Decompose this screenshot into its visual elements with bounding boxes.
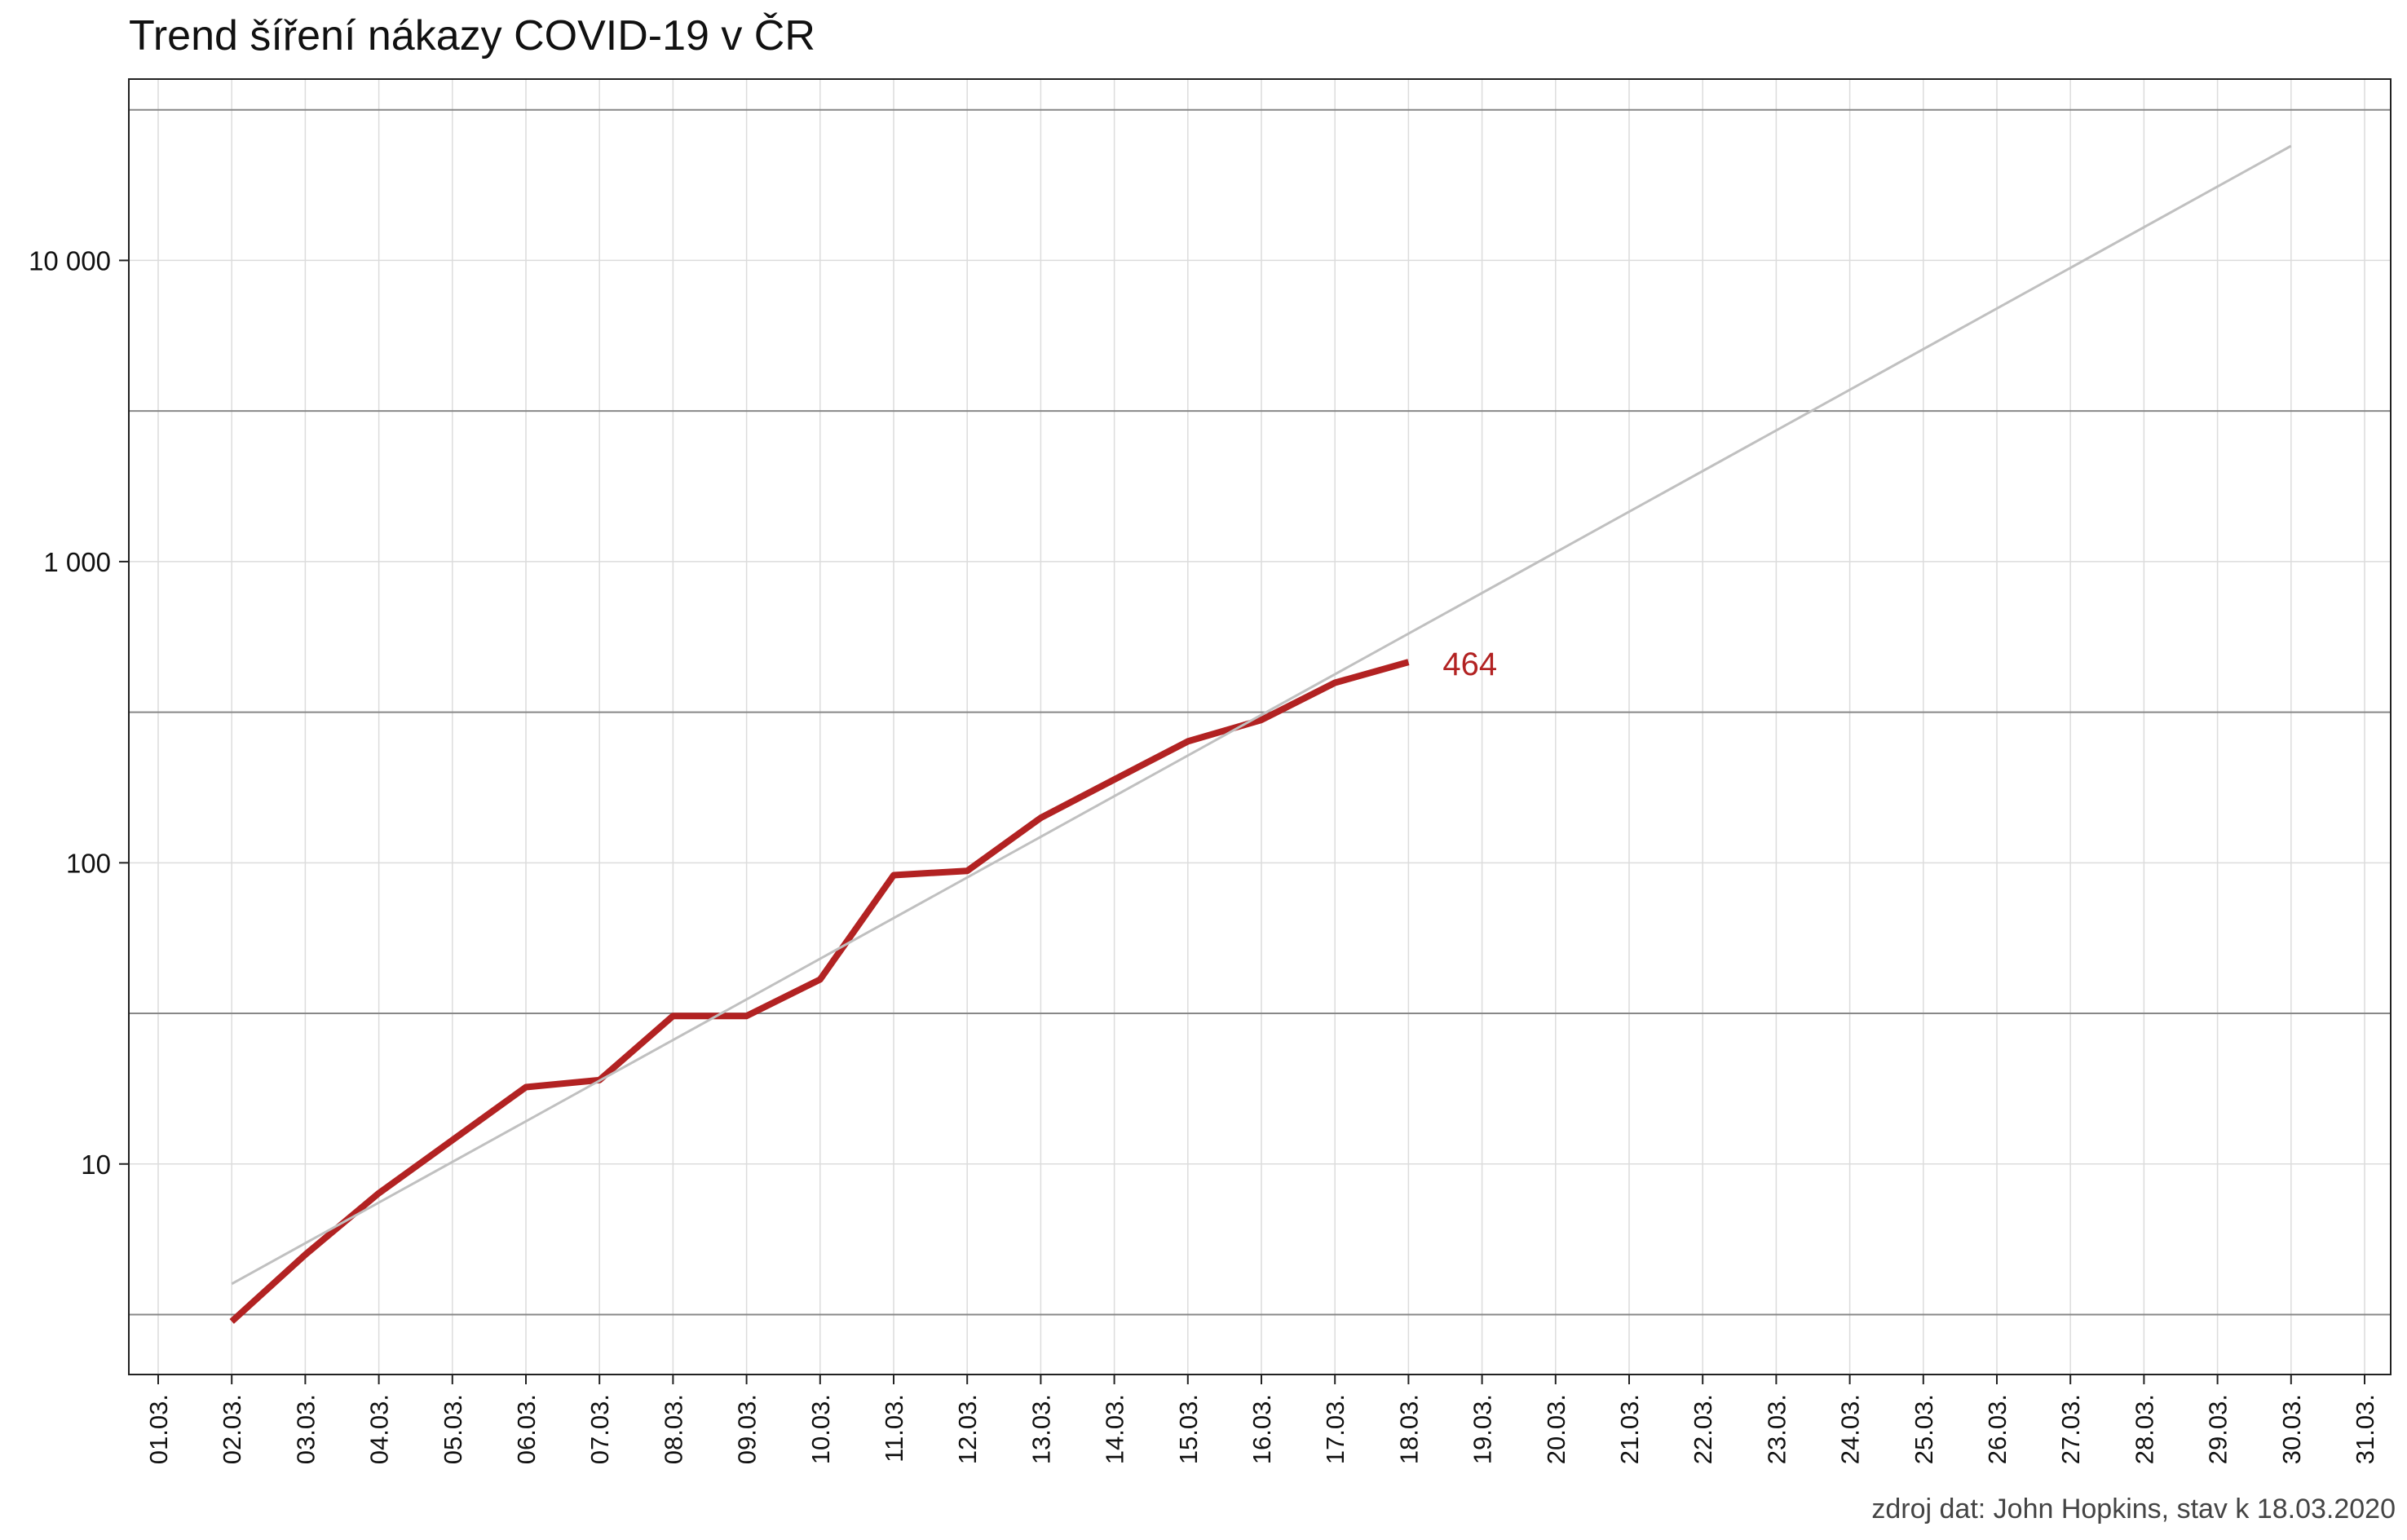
y-tick-label: 10	[81, 1149, 111, 1180]
x-tick-label: 15.03.	[1174, 1394, 1203, 1464]
axes: 01.03. 02.03. 03.03. 04.03. 05.03. 06.03. 07.0…	[29, 245, 2379, 1464]
y-tick-label: 100	[66, 848, 111, 878]
x-tick-label: 04.03.	[365, 1394, 394, 1464]
x-tick-label: 06.03.	[512, 1394, 541, 1464]
x-tick-label: 27.03.	[2056, 1394, 2085, 1464]
x-tick-label: 20.03.	[1542, 1394, 1570, 1464]
reference-lines	[129, 108, 2391, 1316]
x-tick-label: 19.03.	[1468, 1394, 1497, 1464]
x-tick-label: 03.03.	[291, 1394, 320, 1464]
x-tick-label: 02.03.	[218, 1394, 246, 1464]
x-tick-label: 16.03.	[1248, 1394, 1276, 1464]
chart-title: Trend šíření nákazy COVID-19 v ČR	[129, 12, 815, 60]
x-tick-label: 22.03.	[1689, 1394, 1717, 1464]
x-tick-label: 31.03.	[2351, 1394, 2379, 1464]
x-tick-label: 09.03.	[733, 1394, 762, 1464]
y-tick-label: 1 000	[43, 547, 111, 577]
y-tick-label: 10 000	[29, 245, 111, 276]
labels: 464	[1442, 646, 1497, 682]
x-tick-label: 14.03.	[1101, 1394, 1129, 1464]
grid-lines	[129, 79, 2391, 1375]
plot-border	[128, 78, 2392, 1375]
x-tick-label: 29.03.	[2204, 1394, 2233, 1464]
x-tick-label: 07.03.	[585, 1394, 614, 1464]
x-tick-label: 11.03.	[880, 1394, 908, 1463]
x-tick-label: 23.03.	[1762, 1394, 1791, 1464]
x-tick-label: 25.03.	[1910, 1394, 1938, 1464]
x-tick-label: 08.03.	[659, 1394, 687, 1464]
x-tick-label: 01.03.	[144, 1394, 173, 1464]
x-tick-label: 24.03.	[1836, 1394, 1865, 1464]
end-value-label: 464	[1442, 646, 1497, 682]
x-tick-label: 13.03.	[1027, 1394, 1055, 1464]
x-tick-label: 17.03.	[1321, 1394, 1349, 1464]
data-source-caption: zdroj dat: John Hopkins, stav k 18.03.20…	[1871, 1494, 2396, 1525]
x-tick-label: 05.03.	[439, 1394, 467, 1464]
x-tick-label: 12.03.	[953, 1394, 982, 1464]
x-tick-label: 28.03.	[2130, 1394, 2158, 1464]
x-tick-label: 26.03.	[1983, 1394, 2012, 1464]
x-tick-label: 18.03.	[1394, 1394, 1423, 1464]
x-tick-label: 21.03.	[1615, 1394, 1644, 1464]
x-tick-label: 30.03.	[2277, 1394, 2306, 1464]
x-tick-label: 10.03.	[806, 1394, 835, 1464]
series-lines	[229, 144, 2292, 1324]
trend-line	[231, 144, 2292, 1286]
